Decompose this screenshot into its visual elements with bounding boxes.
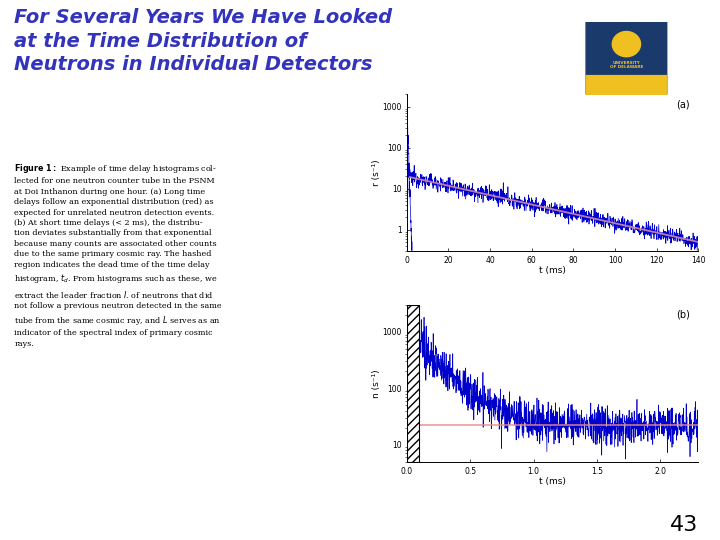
Text: (a): (a): [676, 99, 690, 109]
Polygon shape: [586, 76, 667, 130]
Text: UNIVERSITY
OF DELAWARE: UNIVERSITY OF DELAWARE: [610, 60, 643, 69]
X-axis label: t (ms): t (ms): [539, 266, 566, 275]
Y-axis label: r (s⁻¹): r (s⁻¹): [372, 159, 381, 186]
X-axis label: t (ms): t (ms): [539, 477, 566, 486]
Text: For Several Years We Have Looked
at the Time Distribution of
Neutrons in Individ: For Several Years We Have Looked at the …: [14, 8, 392, 74]
Text: ━━━: ━━━: [621, 105, 631, 110]
Circle shape: [612, 31, 641, 57]
Text: (b): (b): [676, 310, 690, 320]
Bar: [407, 305, 420, 462]
Polygon shape: [586, 22, 667, 130]
Text: $\mathbf{Figure\ 1:}$ Example of time delay histograms col-
lected for one neutr: $\mathbf{Figure\ 1:}$ Example of time de…: [14, 162, 222, 348]
Text: 43: 43: [670, 515, 698, 535]
Y-axis label: n (s⁻¹): n (s⁻¹): [372, 369, 381, 398]
